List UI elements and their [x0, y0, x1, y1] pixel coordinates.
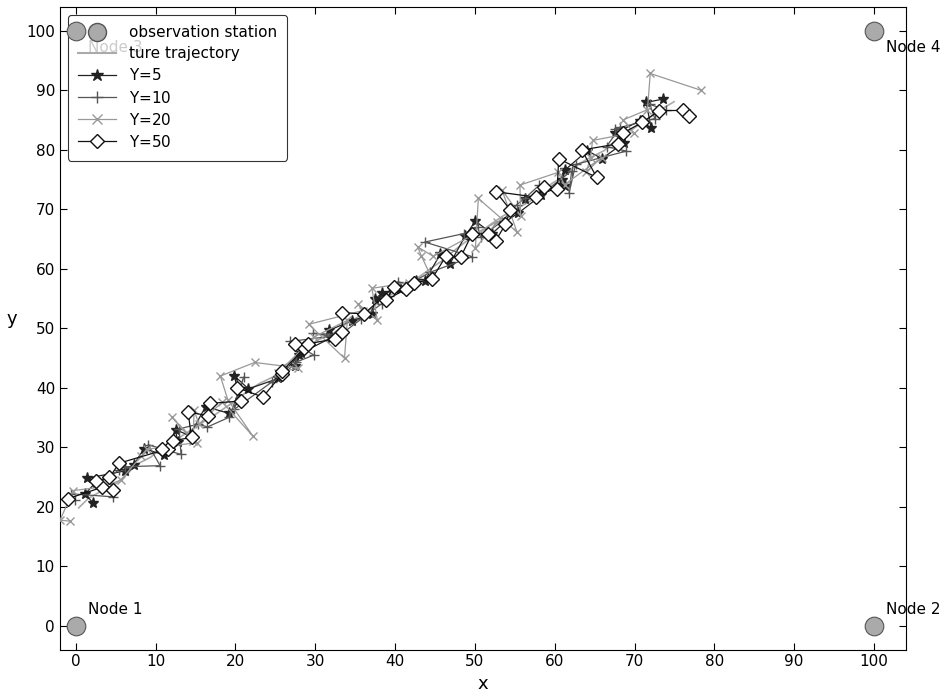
Point [68, 620, 84, 631]
Legend: observation station, ture trajectory, $\Upsilon$=5, $\Upsilon$=10, $\Upsilon$=20: observation station, ture trajectory, $\… [67, 15, 288, 160]
Point [866, 25, 882, 36]
Point [866, 620, 882, 631]
X-axis label: x: x [478, 675, 488, 693]
Text: Node 1: Node 1 [87, 602, 142, 617]
Text: Node 4: Node 4 [886, 40, 940, 55]
Text: Node 3: Node 3 [87, 40, 142, 55]
Y-axis label: y: y [7, 310, 17, 328]
Text: Node 2: Node 2 [886, 602, 940, 617]
Point [68, 25, 84, 36]
